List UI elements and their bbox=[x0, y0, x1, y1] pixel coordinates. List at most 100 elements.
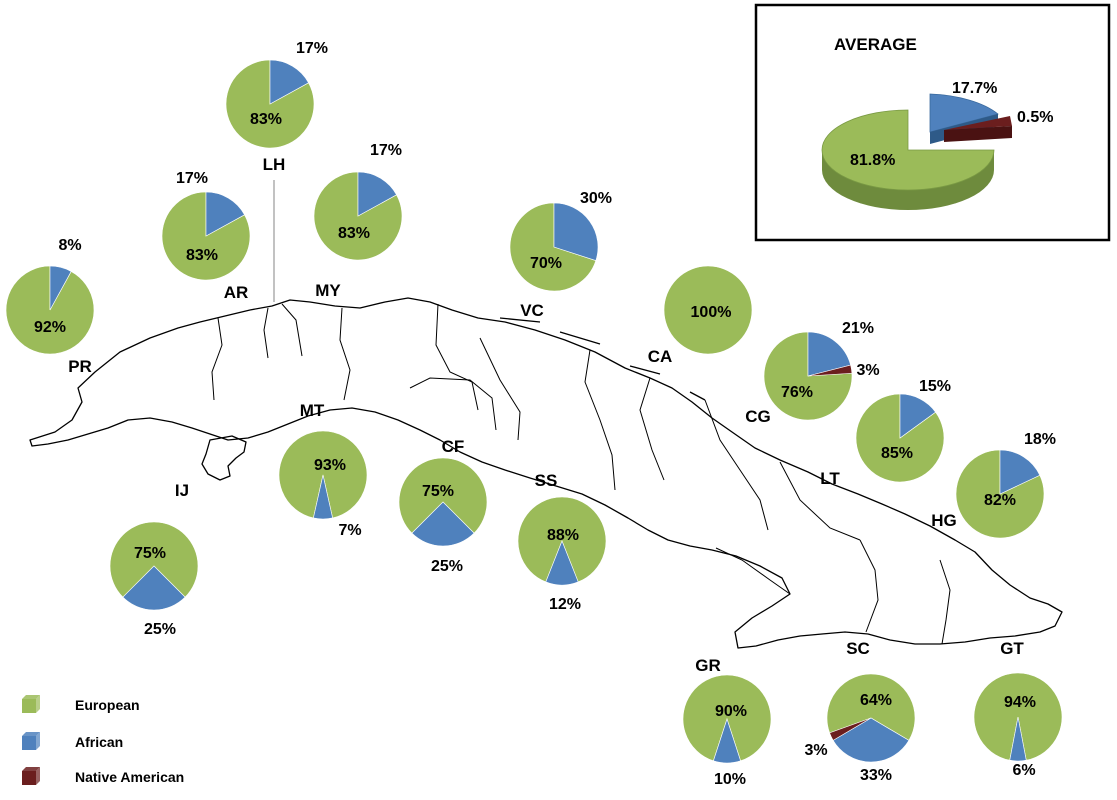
pie-slice-european-ca bbox=[663, 265, 753, 355]
pie-label-african-ar: 17% bbox=[176, 170, 208, 187]
pie-label-european-gr: 90% bbox=[715, 703, 747, 720]
average-inset: AVERAGE 17.7% 0.5% 81.8% bbox=[754, 3, 1111, 242]
pie-gr: GR 90% 10% bbox=[682, 656, 772, 788]
pie-slice-african-ar bbox=[205, 191, 245, 237]
pie-label-european-mt: 93% bbox=[314, 457, 346, 474]
pie-slice-african-cf bbox=[411, 501, 475, 547]
average-pie-african bbox=[929, 93, 999, 133]
pie-slice-european-mt bbox=[278, 430, 368, 519]
province-boundaries bbox=[211, 303, 951, 645]
average-native-label: 0.5% bbox=[1017, 109, 1053, 126]
average-pie-native bbox=[944, 116, 1012, 130]
pie-label-native-sc: 3% bbox=[804, 742, 827, 759]
pie-label-european-pr: 92% bbox=[34, 319, 66, 336]
pie-label-african-pr: 8% bbox=[58, 237, 81, 254]
blue-legend-square bbox=[22, 732, 40, 750]
pie-slice-african-gr bbox=[713, 718, 741, 764]
pie-label-african-cf: 25% bbox=[431, 558, 463, 575]
boundary-sc-gt bbox=[939, 559, 951, 645]
cuba-island-outline bbox=[29, 297, 1063, 649]
pie-label-european-ij: 75% bbox=[134, 545, 166, 562]
northern-keys bbox=[499, 317, 706, 401]
province-code-sc: SC bbox=[846, 639, 870, 658]
pie-slice-european-ss bbox=[517, 496, 607, 583]
boundary-hg-sc bbox=[859, 539, 879, 633]
pie-cg: CG 76% 21% 3% bbox=[745, 320, 879, 426]
average-pie-european bbox=[821, 109, 995, 191]
pie-mt: MT 93% 7% bbox=[278, 401, 368, 539]
pie-label-european-my: 83% bbox=[338, 225, 370, 242]
pie-label-african-lt: 15% bbox=[919, 378, 951, 395]
pie-slice-african-vc bbox=[553, 202, 599, 261]
pie-slice-african-pr bbox=[49, 265, 72, 311]
average-african-label: 17.7% bbox=[952, 80, 997, 97]
pie-label-african-gt: 6% bbox=[1012, 762, 1035, 779]
boundary-ca-cg bbox=[639, 377, 665, 481]
pie-label-european-lh: 83% bbox=[250, 111, 282, 128]
pie-label-african-my: 17% bbox=[370, 142, 402, 159]
pie-ca: CA 100% bbox=[648, 265, 753, 366]
pie-label-native-cg: 3% bbox=[856, 362, 879, 379]
boundary-cf bbox=[409, 377, 497, 431]
pie-label-european-ca: 100% bbox=[691, 304, 732, 321]
legend-label-european: European bbox=[75, 697, 140, 713]
pie-label-african-sc: 33% bbox=[860, 767, 892, 784]
isla-juventud-outline bbox=[201, 435, 247, 481]
pie-label-european-sc: 64% bbox=[860, 692, 892, 709]
boundary-ar-lh bbox=[263, 307, 269, 359]
pie-label-european-gt: 94% bbox=[1004, 694, 1036, 711]
boundary-gr bbox=[715, 547, 791, 595]
pie-label-african-cg: 21% bbox=[842, 320, 874, 337]
average-3d-pie bbox=[821, 93, 1012, 210]
pie-slice-european-ij bbox=[109, 521, 199, 598]
pie-slice-african-mt bbox=[313, 474, 333, 520]
pie-label-african-ss: 12% bbox=[549, 596, 581, 613]
pie-slice-european-lh bbox=[225, 59, 315, 149]
average-title: AVERAGE bbox=[834, 35, 917, 54]
pie-slice-african-gt bbox=[1009, 716, 1027, 762]
green-legend-square bbox=[22, 695, 40, 713]
province-code-gr: GR bbox=[695, 656, 721, 675]
pie-label-european-vc: 70% bbox=[530, 255, 562, 272]
pie-label-european-cg: 76% bbox=[781, 384, 813, 401]
pie-slice-african-lh bbox=[269, 59, 309, 105]
pie-lt: LT 85% 15% bbox=[820, 378, 951, 488]
province-code-cg: CG bbox=[745, 407, 771, 426]
province-code-my: MY bbox=[315, 281, 341, 300]
pie-label-european-ss: 88% bbox=[547, 527, 579, 544]
pie-ss: SS 88% 12% bbox=[517, 471, 607, 613]
boundary-lt-hg bbox=[779, 461, 861, 541]
pie-my: MY 83% 17% bbox=[313, 142, 403, 300]
pie-gt: GT 94% 6% bbox=[973, 639, 1063, 779]
pie-ar: AR 83% 17% bbox=[161, 170, 251, 302]
boundary-cg-lt bbox=[704, 399, 769, 531]
province-pies: PR 92% 8% AR 83% 17% LH 83% 17% MY 83% 17% VC 70% 30% C… bbox=[5, 40, 1063, 788]
boundary-ss-ca bbox=[584, 349, 616, 491]
pie-label-european-ar: 83% bbox=[186, 247, 218, 264]
boundary-pr-ar bbox=[211, 317, 223, 401]
pie-vc: VC 70% 30% bbox=[509, 190, 612, 320]
pie-slice-european-gt bbox=[973, 672, 1063, 761]
pie-slice-african-my bbox=[357, 171, 397, 217]
pie-slice-native-sc bbox=[829, 717, 872, 741]
boundary-lh-my bbox=[281, 303, 303, 357]
pie-label-european-cf: 75% bbox=[422, 483, 454, 500]
pie-slice-european-gr bbox=[682, 674, 772, 762]
average-european-label: 81.8% bbox=[850, 152, 895, 169]
province-code-pr: PR bbox=[68, 357, 92, 376]
pie-slice-native-cg bbox=[807, 364, 853, 377]
pie-lh: LH 83% 17% bbox=[225, 40, 328, 174]
province-code-vc: VC bbox=[520, 301, 544, 320]
pie-label-european-lt: 85% bbox=[881, 445, 913, 462]
legend-label-african: African bbox=[75, 734, 123, 750]
pie-slice-european-cf bbox=[398, 457, 488, 534]
pie-label-african-mt: 7% bbox=[338, 522, 361, 539]
pie-label-african-ij: 25% bbox=[144, 621, 176, 638]
pie-slice-african-sc bbox=[832, 717, 910, 763]
province-code-gt: GT bbox=[1000, 639, 1024, 658]
legend: European African Native American bbox=[22, 695, 184, 785]
cuba-main-outline bbox=[29, 297, 1063, 649]
pie-slice-european-my bbox=[313, 171, 403, 261]
